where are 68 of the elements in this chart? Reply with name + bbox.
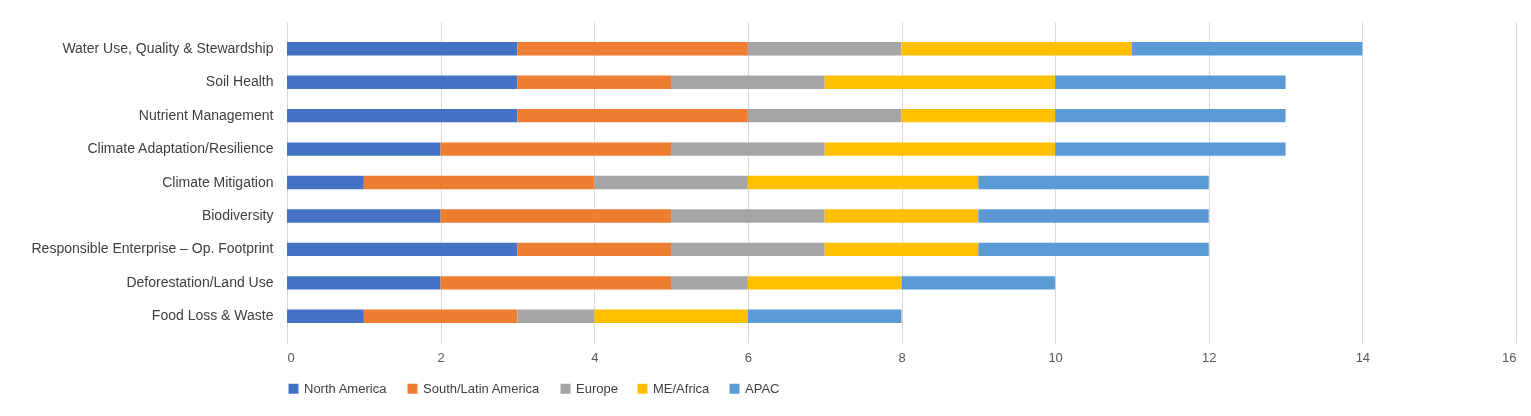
bar bbox=[517, 309, 595, 323]
bar bbox=[978, 209, 1209, 223]
y-tick-label: Biodiversity bbox=[201, 206, 274, 223]
x-tick-label: 0 bbox=[287, 349, 295, 365]
bar bbox=[440, 142, 672, 156]
bar bbox=[1055, 75, 1286, 89]
y-tick-label: Deforestation/Land Use bbox=[126, 273, 274, 290]
x-tick-label: 12 bbox=[1202, 349, 1217, 365]
y-tick-label: Climate Mitigation bbox=[162, 173, 274, 190]
bar bbox=[287, 108, 518, 123]
bar bbox=[517, 42, 748, 56]
bar bbox=[440, 209, 672, 223]
bar bbox=[517, 108, 748, 123]
bar bbox=[363, 175, 595, 190]
bar bbox=[824, 142, 1056, 156]
bar bbox=[594, 309, 748, 323]
bar bbox=[901, 108, 1056, 123]
y-tick-label: Soil Health bbox=[205, 73, 274, 90]
bar bbox=[747, 309, 902, 323]
bar bbox=[671, 142, 825, 156]
legend-label: North America bbox=[304, 380, 388, 396]
bar bbox=[287, 309, 364, 323]
bar bbox=[1055, 108, 1286, 123]
bar bbox=[901, 276, 1056, 290]
x-tick-label: 8 bbox=[898, 349, 906, 365]
y-tick-label: Water Use, Quality & Stewardship bbox=[62, 39, 274, 56]
bar bbox=[287, 242, 518, 257]
bar bbox=[671, 242, 825, 257]
bar bbox=[824, 209, 979, 223]
legend-label: South/Latin America bbox=[423, 380, 541, 396]
y-tick-label: Responsible Enterprise – Op. Footprint bbox=[31, 240, 274, 257]
bar bbox=[287, 209, 441, 223]
bar bbox=[747, 42, 902, 56]
bar bbox=[287, 42, 518, 56]
bar bbox=[287, 142, 441, 156]
bar bbox=[978, 242, 1209, 257]
bar bbox=[287, 276, 441, 290]
bar bbox=[440, 276, 672, 290]
bar bbox=[824, 242, 979, 257]
y-tick-label: Climate Adaptation/Resilience bbox=[87, 140, 274, 157]
bar bbox=[363, 309, 518, 323]
legend-label: ME/Africa bbox=[653, 380, 711, 396]
bar bbox=[747, 175, 979, 190]
x-tick-label: 14 bbox=[1355, 349, 1371, 365]
bar bbox=[747, 108, 902, 123]
bar bbox=[287, 175, 364, 190]
bar bbox=[671, 209, 825, 223]
bar bbox=[671, 75, 825, 89]
x-tick-label: 6 bbox=[744, 349, 752, 365]
x-tick-label: 16 bbox=[1502, 349, 1517, 365]
x-tick-label: 4 bbox=[591, 349, 599, 365]
y-tick-label: Food Loss & Waste bbox=[151, 307, 274, 324]
bar bbox=[901, 42, 1132, 56]
y-tick-label: Nutrient Management bbox=[138, 106, 274, 123]
bar bbox=[978, 175, 1209, 190]
bar bbox=[517, 75, 672, 89]
bar bbox=[1055, 142, 1286, 156]
bar bbox=[747, 276, 902, 290]
bar bbox=[594, 175, 748, 190]
bar bbox=[671, 276, 748, 290]
x-tick-label: 10 bbox=[1048, 349, 1063, 365]
bar bbox=[517, 242, 672, 257]
bar bbox=[287, 75, 518, 89]
legend-label: APAC bbox=[745, 380, 780, 396]
bar bbox=[824, 75, 1056, 89]
bar bbox=[1131, 42, 1363, 56]
x-tick-label: 2 bbox=[437, 349, 445, 365]
legend-label: Europe bbox=[576, 380, 618, 396]
